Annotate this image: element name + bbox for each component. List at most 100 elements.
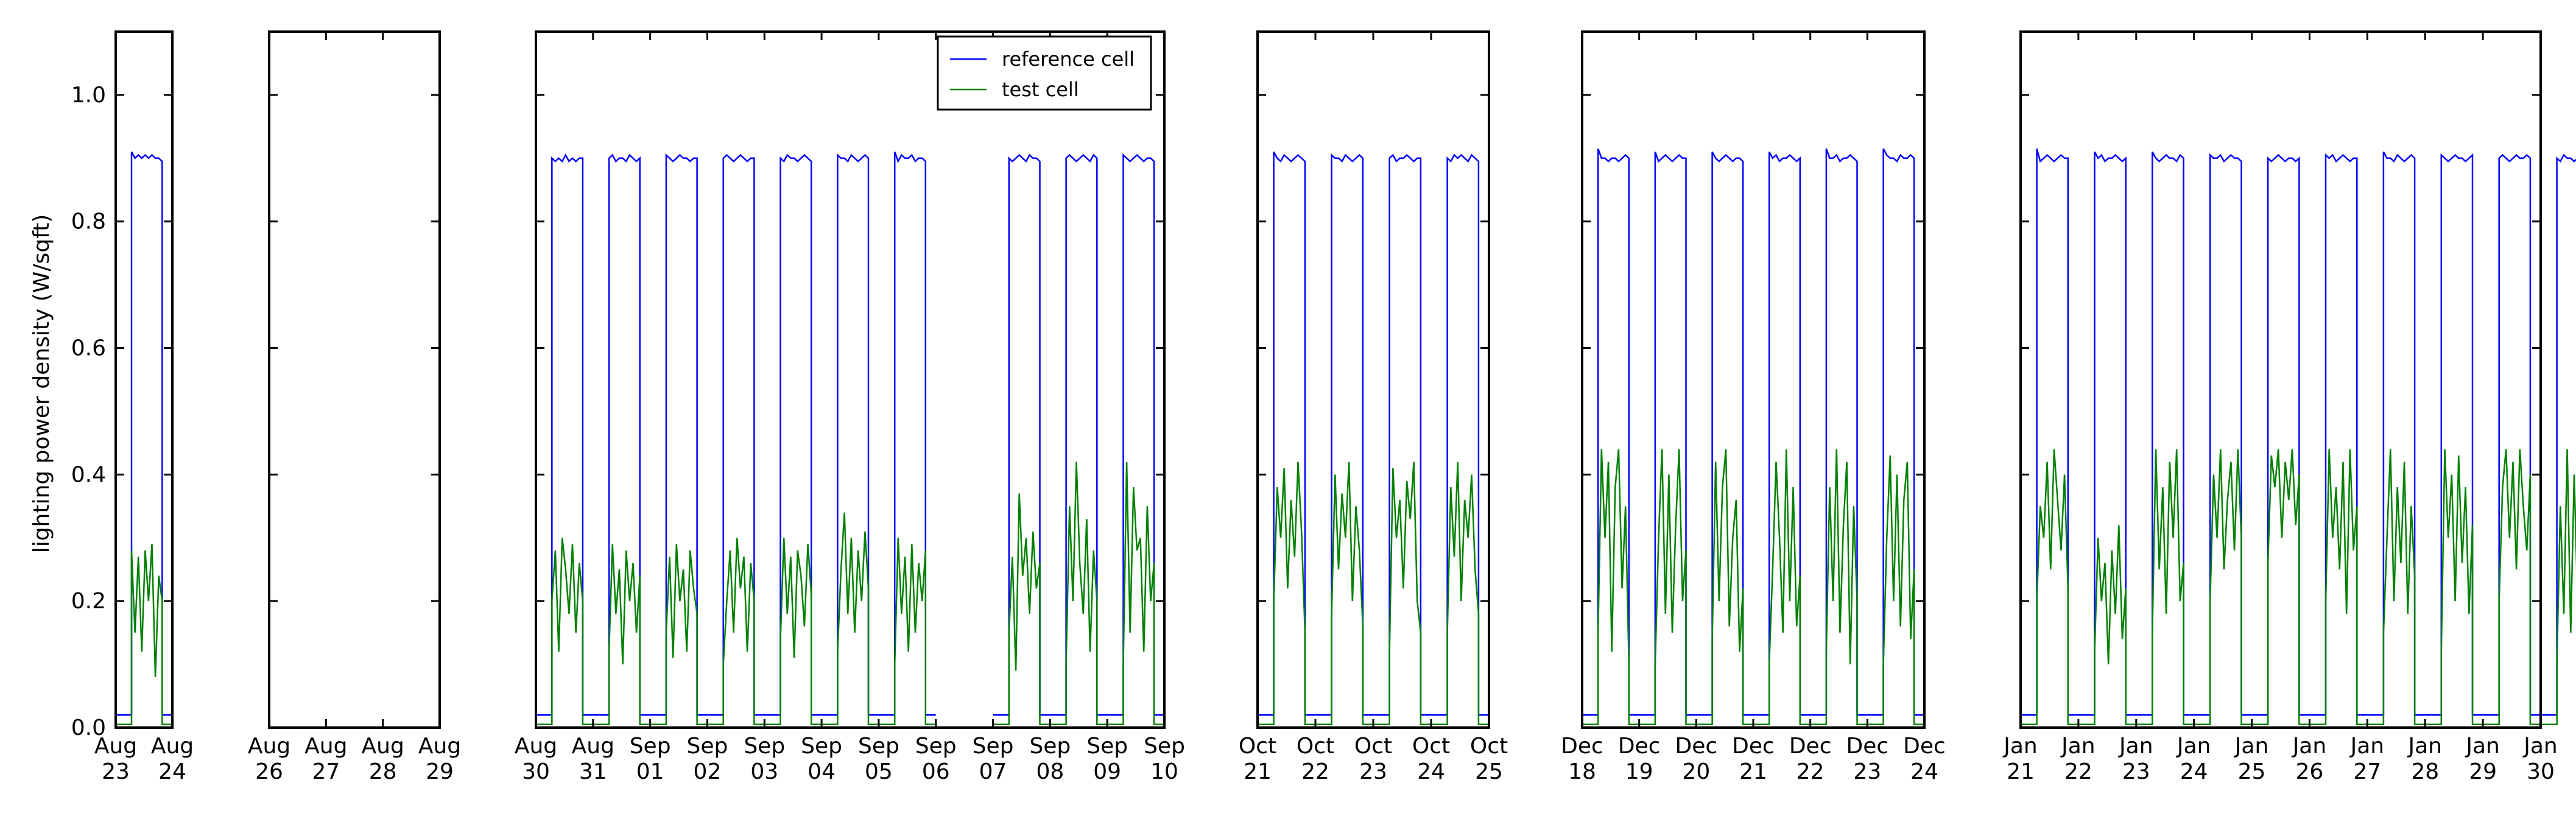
series-test-cell (2021, 449, 2576, 726)
x-tick-label-month: Jan (2522, 734, 2558, 759)
x-tick-label-day: 10 (1150, 759, 1178, 784)
x-tick-label-day: 25 (2238, 759, 2266, 784)
legend-label-reference-cell: reference cell (1002, 47, 1135, 71)
x-tick-label-day: 03 (750, 759, 778, 784)
x-tick-label-month: Sep (801, 734, 842, 759)
x-tick-label-day: 22 (1797, 759, 1825, 784)
legend-box (937, 35, 1152, 111)
x-tick-label-day: 02 (694, 759, 722, 784)
x-tick-label-month: Aug (248, 734, 290, 759)
x-tick-label-day: 22 (2064, 759, 2092, 784)
panel-frame (2019, 30, 2542, 729)
x-tick-label-day: 21 (2007, 759, 2035, 784)
x-tick-label-day: 30 (522, 759, 550, 784)
x-tick-label-day: 20 (1682, 759, 1710, 784)
series-reference-cell (116, 151, 172, 716)
x-tick-label-day: 18 (1568, 759, 1596, 784)
x-tick-label-month: Sep (744, 734, 785, 759)
x-tick-label-month: Aug (572, 734, 614, 759)
panel-frame (1256, 30, 1490, 729)
x-tick-label-month: Jan (2002, 734, 2038, 759)
panel-frame (535, 30, 1166, 729)
x-tick-label-day: 19 (1625, 759, 1653, 784)
x-tick-label-day: 24 (1417, 759, 1445, 784)
x-tick-label-month: Oct (1470, 734, 1508, 759)
series-test-cell (536, 512, 936, 726)
x-tick-label-month: Dec (1903, 734, 1946, 759)
x-tick-label-month: Sep (687, 734, 728, 759)
y-axis-label: lighting power density (W/sqft) (29, 214, 54, 553)
x-tick-label-day: 23 (102, 759, 130, 784)
x-tick-label-day: 23 (1853, 759, 1881, 784)
x-tick-label-month: Sep (915, 734, 957, 759)
x-tick-label-month: Jan (2118, 734, 2153, 759)
x-tick-label-month: Aug (515, 734, 557, 759)
panel-frame (1581, 30, 1926, 729)
x-tick-label-day: 24 (1910, 759, 1938, 784)
x-tick-label-month: Jan (2407, 734, 2442, 759)
series-test-cell (1258, 462, 1489, 726)
y-tick-label: 0.0 (71, 715, 106, 740)
x-tick-label-month: Oct (1239, 734, 1276, 759)
x-tick-label-month: Aug (151, 734, 194, 759)
panel-6: Jan21Jan22Jan23Jan24Jan25Jan26Jan27Jan28… (2002, 30, 2576, 784)
series-test-cell (993, 462, 1164, 726)
x-tick-label-day: 07 (979, 759, 1007, 784)
x-tick-label-day: 28 (369, 759, 397, 784)
x-tick-label-day: 29 (426, 759, 454, 784)
series-reference-cell (1258, 151, 1489, 716)
series-reference-cell (1582, 148, 1924, 716)
y-tick-label: 0.4 (71, 462, 106, 487)
x-tick-label-day: 23 (2122, 759, 2150, 784)
x-tick-label-month: Aug (304, 734, 347, 759)
x-tick-label-day: 31 (579, 759, 607, 784)
x-tick-label-month: Jan (2060, 734, 2096, 759)
x-tick-label-month: Sep (1029, 734, 1071, 759)
x-tick-label-day: 29 (2469, 759, 2497, 784)
x-tick-label-day: 21 (1739, 759, 1767, 784)
x-tick-label-month: Dec (1732, 734, 1775, 759)
x-tick-label-day: 26 (2296, 759, 2324, 784)
x-tick-label-month: Dec (1618, 734, 1661, 759)
x-tick-label-day: 26 (255, 759, 283, 784)
x-tick-label-month: Sep (973, 734, 1014, 759)
x-tick-label-month: Sep (1144, 734, 1185, 759)
x-tick-label-day: 24 (158, 759, 186, 784)
x-tick-label-month: Jan (2176, 734, 2211, 759)
x-tick-label-day: 27 (312, 759, 340, 784)
x-tick-label-month: Sep (1086, 734, 1128, 759)
x-tick-label-month: Aug (362, 734, 404, 759)
x-tick-label-month: Sep (858, 734, 899, 759)
x-tick-label-month: Dec (1675, 734, 1717, 759)
legend: reference cell test cell (937, 35, 1152, 111)
x-tick-label-month: Oct (1354, 734, 1392, 759)
series-test-cell (116, 544, 172, 726)
series-reference-cell (993, 153, 1164, 716)
x-tick-label-day: 09 (1093, 759, 1121, 784)
x-tick-label-day: 06 (922, 759, 950, 784)
y-tick-label: 1.0 (71, 83, 106, 108)
x-tick-label-month: Aug (94, 734, 137, 759)
x-tick-label-day: 08 (1036, 759, 1064, 784)
x-tick-label-day: 25 (1475, 759, 1503, 784)
x-tick-label-day: 04 (808, 759, 836, 784)
x-tick-label-day: 24 (2180, 759, 2208, 784)
x-tick-label-month: Dec (1846, 734, 1888, 759)
panel-frame (268, 30, 441, 729)
legend-label-test-cell: test cell (1002, 78, 1079, 101)
x-tick-label-month: Oct (1297, 734, 1334, 759)
x-tick-label-day: 05 (865, 759, 893, 784)
x-tick-label-day: 28 (2411, 759, 2439, 784)
x-tick-label-month: Jan (2234, 734, 2269, 759)
x-tick-label-day: 01 (636, 759, 664, 784)
x-tick-label-day: 30 (2527, 759, 2555, 784)
x-tick-label-month: Aug (418, 734, 461, 759)
x-tick-label-day: 21 (1244, 759, 1272, 784)
y-tick-label: 0.6 (71, 336, 106, 361)
x-tick-label-day: 27 (2353, 759, 2381, 784)
x-tick-label-month: Jan (2292, 734, 2327, 759)
x-tick-label-month: Sep (630, 734, 671, 759)
